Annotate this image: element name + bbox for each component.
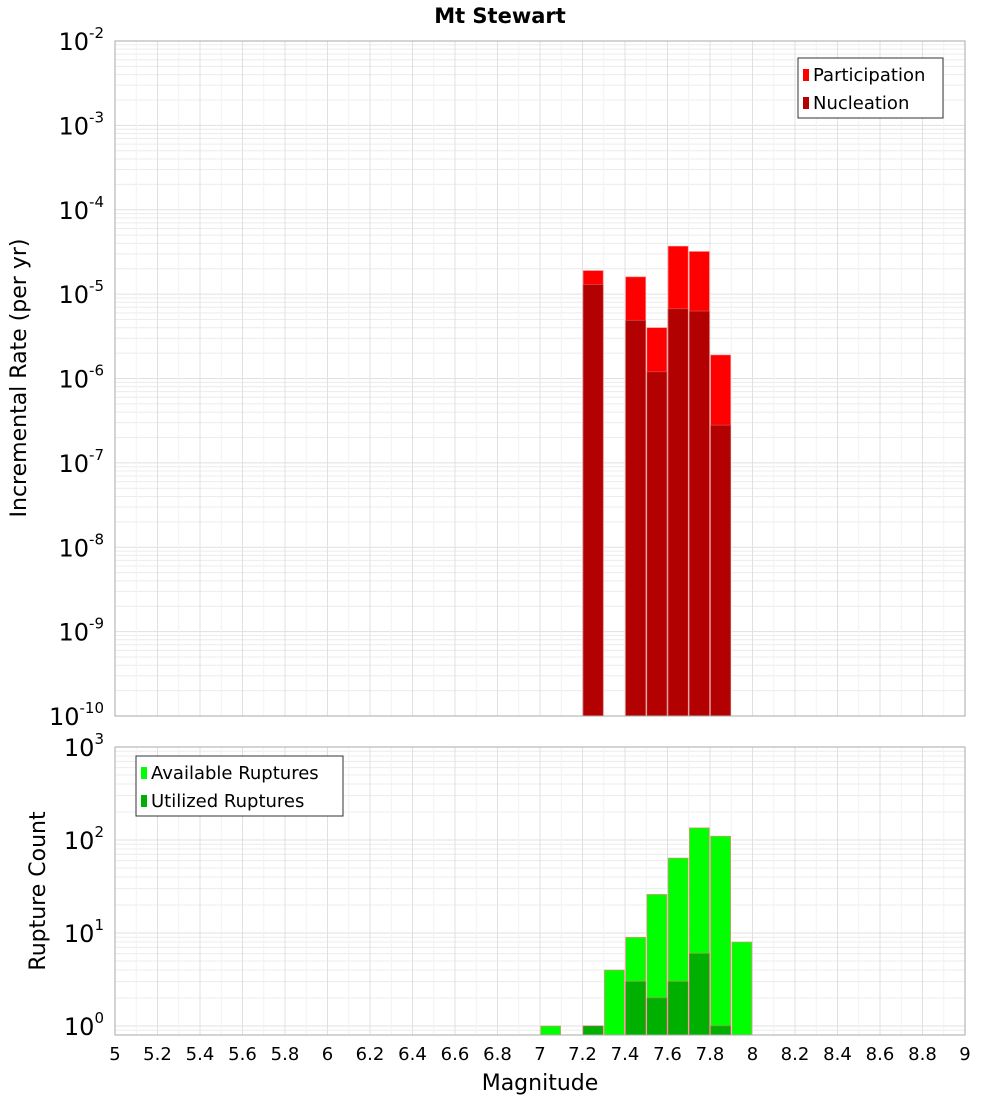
top-legend [797, 57, 944, 119]
bottom-legend-swatch [141, 795, 147, 807]
bottom-legend-label: Utilized Ruptures [151, 791, 304, 812]
top-plot: 10-10 10-9 10-8 10-7 10-6 10-5 10-4 10-3 10-2 Par… [49, 24, 966, 731]
top-y-tick-label: 10-2 [58, 24, 104, 56]
bottom-legend [135, 755, 344, 817]
bottom-plot-border [114, 746, 966, 1036]
x-tick-label: 7 [534, 1044, 545, 1065]
bottom-bar-available-ruptures [731, 941, 753, 1036]
x-axis-label: Magnitude [482, 1071, 599, 1096]
x-tick-label: 5.8 [271, 1044, 300, 1065]
top-y-tick-label: 10-7 [58, 446, 104, 478]
x-tick-label: 6.4 [398, 1044, 427, 1065]
top-bar-nucleation [582, 284, 604, 717]
bottom-y-tick-label: 103 [64, 730, 104, 762]
bottom-plot: 100 101 102 103 Available Ruptures Utilized R… [64, 730, 966, 1041]
x-tick-label: 8.6 [866, 1044, 895, 1065]
top-y-tick-label: 10-3 [58, 108, 104, 140]
bottom-legend-label: Available Ruptures [151, 763, 319, 784]
x-tick-label: 8.4 [823, 1044, 852, 1065]
x-tick-label: 5 [109, 1044, 120, 1065]
top-legend-label: Participation [813, 65, 925, 86]
top-bar-nucleation [710, 424, 731, 717]
x-tick-label: 7.6 [653, 1044, 682, 1065]
bottom-y-tick-label: 100 [64, 1009, 104, 1041]
bottom-bar-utilized-ruptures [667, 981, 689, 1036]
x-tick-label: 5.6 [228, 1044, 257, 1065]
x-tick-label: 6.6 [441, 1044, 470, 1065]
bottom-bar-utilized-ruptures [625, 981, 646, 1036]
bottom-legend-swatch [141, 767, 147, 779]
chart-title: Mt Stewart [434, 4, 566, 28]
x-tick-label: 6.2 [356, 1044, 385, 1065]
bottom-y-tick-label: 102 [64, 823, 104, 855]
top-legend-swatch [803, 69, 809, 81]
x-tick-label: 9 [959, 1044, 970, 1065]
bottom-bar-available-ruptures [604, 969, 625, 1036]
x-tick-label: 8.2 [781, 1044, 810, 1065]
top-y-tick-label: 10-9 [58, 615, 104, 647]
x-tick-label: 7.4 [611, 1044, 640, 1065]
x-tick-label: 8.8 [908, 1044, 937, 1065]
top-bar-nucleation [625, 319, 646, 717]
top-y-tick-label: 10-10 [49, 699, 104, 731]
top-y-tick-label: 10-8 [58, 530, 104, 562]
top-bar-nucleation [646, 371, 668, 717]
bottom-bar-utilized-ruptures [710, 1025, 731, 1036]
x-tick-label: 6 [322, 1044, 333, 1065]
bottom-y-axis-label: Rupture Count [26, 811, 51, 971]
top-y-tick-label: 10-6 [58, 362, 104, 394]
bottom-bar-utilized-ruptures [582, 1025, 604, 1036]
top-plot-border [114, 40, 966, 717]
x-tick-label: 7.8 [696, 1044, 725, 1065]
top-legend-label: Nucleation [813, 93, 909, 114]
x-tick-label: 5.4 [186, 1044, 215, 1065]
bottom-bar-utilized-ruptures [689, 953, 710, 1036]
bottom-y-tick-label: 101 [64, 916, 104, 948]
x-tick-label: 8 [747, 1044, 758, 1065]
top-y-tick-label: 10-4 [58, 193, 104, 225]
x-tick-label: 5.2 [143, 1044, 172, 1065]
bottom-bar-available-ruptures [540, 1025, 561, 1036]
top-bar-nucleation [667, 308, 689, 717]
bottom-bar-utilized-ruptures [646, 997, 668, 1036]
top-bar-nucleation [689, 310, 710, 717]
bottom-bar-available-ruptures [710, 835, 731, 1036]
top-legend-swatch [803, 97, 809, 109]
top-y-tick-label: 10-5 [58, 277, 104, 309]
x-tick-label: 7.2 [568, 1044, 597, 1065]
x-tick-label: 6.8 [483, 1044, 512, 1065]
top-y-axis-label: Incremental Rate (per yr) [7, 239, 32, 518]
